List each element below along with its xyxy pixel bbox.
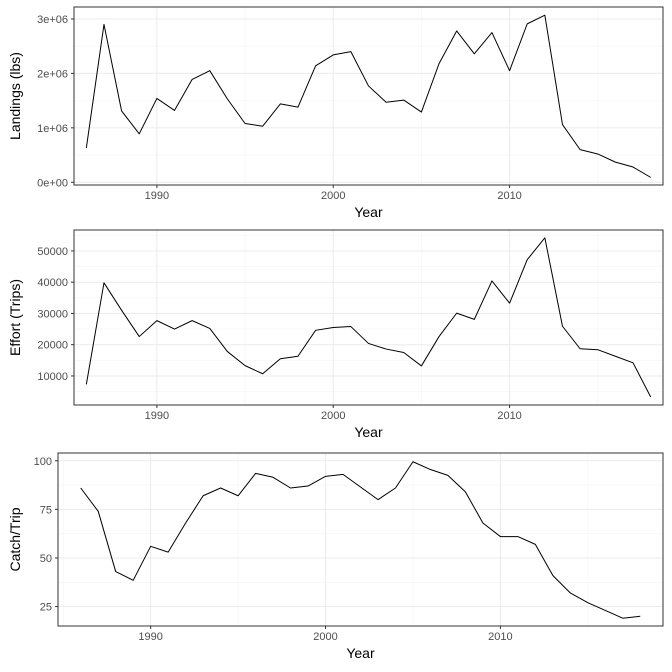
panel-border bbox=[73, 229, 664, 406]
y-tick-label: 25 bbox=[40, 602, 52, 614]
y-tick-label: 50000 bbox=[37, 246, 68, 258]
y-tick-label: 20000 bbox=[37, 340, 68, 352]
x-tick-label: 2010 bbox=[497, 410, 521, 422]
y-tick-label: 10000 bbox=[37, 371, 68, 383]
x-axis-title: Year bbox=[354, 204, 383, 220]
series-line-1 bbox=[85, 237, 652, 398]
panel-3: 1990 2000 2010 25 50 75 100 Year Catch/Trip bbox=[7, 452, 664, 661]
y-tick-label: 100 bbox=[34, 456, 52, 468]
panel-2: 1990 2000 2010 10000 20000 30000 40000 50000 Yea… bbox=[7, 229, 664, 440]
series-line-1 bbox=[80, 461, 641, 619]
panel-border bbox=[57, 452, 664, 627]
x-tick-label: 2010 bbox=[488, 631, 512, 643]
x-tick-label: 2010 bbox=[497, 190, 521, 202]
x-tick-label: 1990 bbox=[145, 190, 169, 202]
x-tick-label: 2000 bbox=[321, 190, 345, 202]
x-tick-label: 2000 bbox=[321, 410, 345, 422]
y-axis-title: Landings (lbs) bbox=[7, 52, 23, 140]
y-tick-label: 3e+06 bbox=[37, 14, 68, 26]
y-tick-label: 30000 bbox=[37, 308, 68, 320]
x-tick-label: 2000 bbox=[313, 631, 337, 643]
panel-border bbox=[73, 6, 664, 186]
x-axis-title: Year bbox=[354, 424, 383, 440]
series-line-1 bbox=[85, 14, 651, 178]
x-axis-title: Year bbox=[346, 645, 375, 661]
y-axis-title: Effort (Trips) bbox=[7, 279, 23, 356]
y-tick-label: 1e+06 bbox=[37, 123, 68, 135]
y-tick-label: 75 bbox=[40, 504, 52, 516]
x-tick-label: 1990 bbox=[138, 631, 162, 643]
y-axis-title: Catch/Trip bbox=[7, 507, 23, 571]
y-tick-label: 0e+00 bbox=[37, 177, 68, 189]
y-tick-label: 2e+06 bbox=[37, 68, 68, 80]
y-tick-label: 50 bbox=[40, 553, 52, 565]
panel-1: 1990 2000 2010 0e+00 1e+06 2e+06 3e+06 Year Land… bbox=[7, 6, 664, 220]
y-tick-label: 40000 bbox=[37, 277, 68, 289]
x-tick-label: 1990 bbox=[145, 410, 169, 422]
